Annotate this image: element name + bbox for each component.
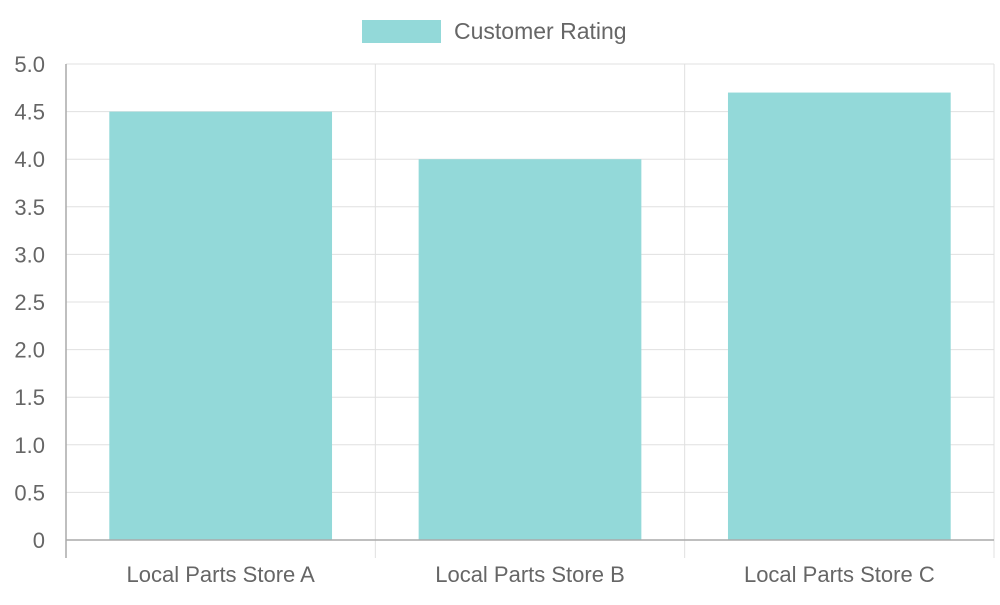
- y-tick-label: 3.5: [14, 195, 45, 220]
- y-tick-label: 0: [33, 528, 45, 553]
- y-tick-label: 4.5: [14, 100, 45, 125]
- y-tick-label: 2.5: [14, 290, 45, 315]
- y-tick-label: 2.0: [14, 338, 45, 363]
- y-tick-label: 1.0: [14, 433, 45, 458]
- y-tick-label: 1.5: [14, 385, 45, 410]
- y-tick-label: 4.0: [14, 147, 45, 172]
- bar: [109, 111, 333, 540]
- bars: [109, 92, 951, 540]
- y-tick-label: 5.0: [14, 52, 45, 77]
- x-tick-label: Local Parts Store C: [744, 562, 935, 587]
- x-axis-labels: Local Parts Store A Local Parts Store B Lo…: [127, 562, 935, 587]
- y-axis-labels: 0 0.5 1.0 1.5 2.0 2.5 3.0 3.5 4.0 4.5 5.0: [14, 52, 45, 553]
- y-tick-label: 3.0: [14, 242, 45, 267]
- x-tick-label: Local Parts Store A: [127, 562, 316, 587]
- legend-label: Customer Rating: [454, 18, 627, 44]
- legend-swatch: [362, 20, 441, 43]
- legend[interactable]: Customer Rating: [362, 18, 627, 44]
- x-tick-label: Local Parts Store B: [435, 562, 625, 587]
- bar: [727, 92, 951, 540]
- axes: [65, 64, 994, 558]
- bar: [418, 159, 642, 540]
- y-tick-label: 0.5: [14, 480, 45, 505]
